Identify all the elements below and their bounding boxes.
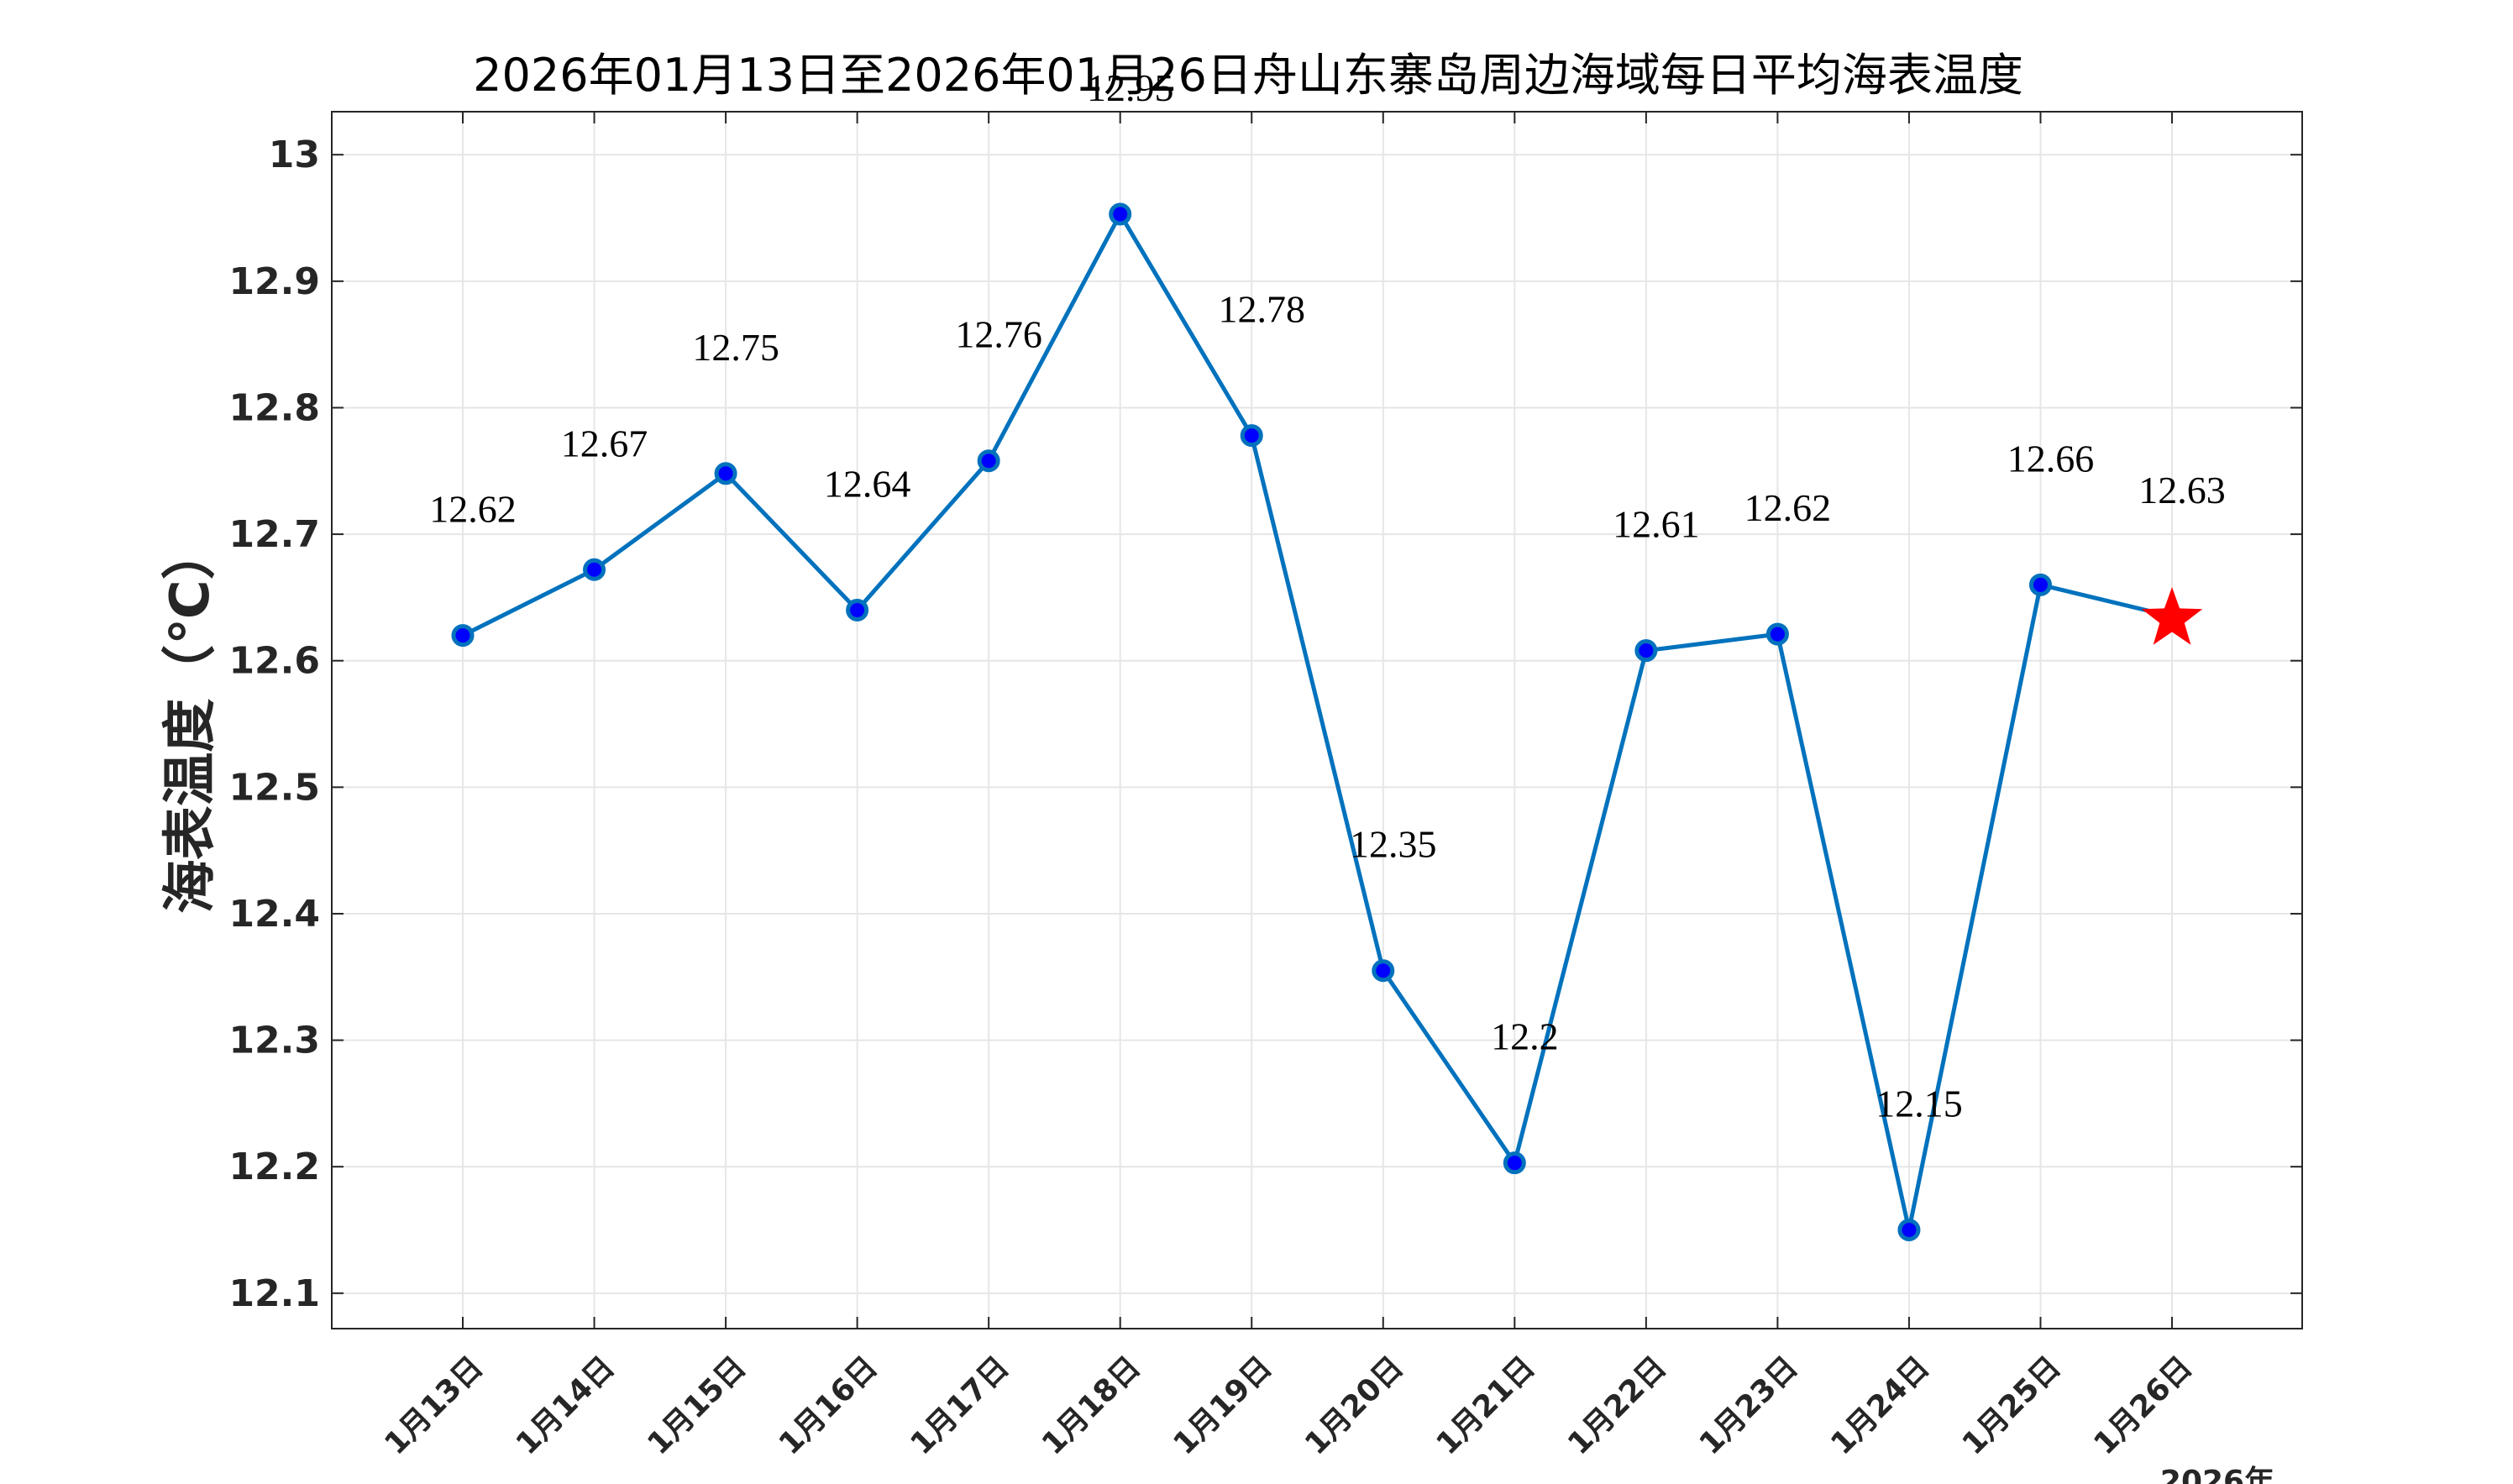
data-point xyxy=(1503,1151,1526,1175)
y-tick-label: 12.6 xyxy=(228,640,320,683)
data-point xyxy=(2028,573,2052,596)
y-tick-label: 12.5 xyxy=(228,766,320,809)
data-point xyxy=(1765,622,1789,646)
y-tick-label: 12.2 xyxy=(228,1146,320,1188)
data-markers xyxy=(451,202,2203,1242)
axis-ticks xyxy=(332,112,2302,1329)
data-label: 12.63 xyxy=(2138,469,2226,511)
data-label: 12.67 xyxy=(561,422,648,464)
y-tick-label: 12.1 xyxy=(228,1272,320,1315)
data-label: 12.62 xyxy=(1744,486,1832,529)
y-tick-label: 12.4 xyxy=(228,893,320,936)
data-point xyxy=(1897,1219,1921,1242)
data-label: 12.15 xyxy=(1876,1083,1963,1125)
data-label: 12.76 xyxy=(955,313,1042,356)
data-label: 12.75 xyxy=(692,326,779,369)
y-axis-label: 海表温度（℃） xyxy=(160,526,222,914)
y-tick-label: 12.3 xyxy=(228,1020,320,1062)
data-point xyxy=(1634,639,1658,663)
y-tick-label: 12.8 xyxy=(228,386,320,429)
y-tick-label: 12.7 xyxy=(228,513,320,556)
data-point xyxy=(714,462,737,485)
star-marker xyxy=(2141,587,2203,645)
data-label: 12.2 xyxy=(1491,1015,1559,1058)
chart-title: 2026年01月13日至2026年01月26日舟山东寨岛周边海域每日平均海表温度 xyxy=(473,49,2023,102)
data-point xyxy=(451,624,475,648)
data-label: 12.95 xyxy=(1087,66,1174,109)
data-label: 12.78 xyxy=(1218,288,1305,331)
y-tick-labels: 12.1 12.2 12.3 12.4 12.5 12.6 12.7 12.8 12.9 13 xyxy=(228,134,320,1315)
grid-lines xyxy=(332,112,2302,1329)
data-label: 12.64 xyxy=(824,462,911,505)
data-point xyxy=(977,449,1000,473)
data-point xyxy=(1372,959,1395,983)
x-axis-year-label: 2026年 xyxy=(2160,1465,2274,1484)
data-point xyxy=(583,558,606,581)
data-label: 12.61 xyxy=(1613,503,1700,546)
data-point xyxy=(1109,202,1132,226)
data-label: 12.66 xyxy=(2007,437,2095,480)
series-line xyxy=(461,212,2173,1232)
data-point xyxy=(1240,424,1263,448)
data-point xyxy=(846,598,869,621)
y-tick-label: 13 xyxy=(269,134,320,176)
data-label: 12.62 xyxy=(429,488,517,531)
data-label: 12.35 xyxy=(1350,823,1437,866)
data-labels: 12.62 12.67 12.75 12.64 12.76 12.95 12.78 12.35… xyxy=(429,66,2226,1125)
y-tick-label: 12.9 xyxy=(228,260,320,303)
plot-area-border xyxy=(331,111,2303,1329)
